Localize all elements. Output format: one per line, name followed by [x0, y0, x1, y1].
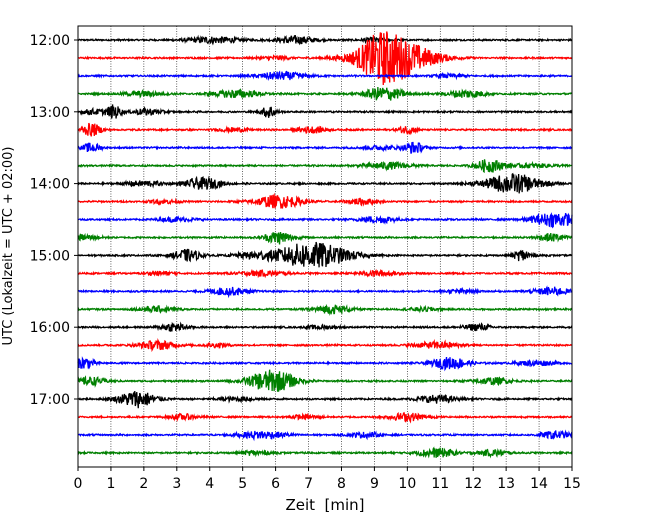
- y-axis-label: UTC (Lokalzeit = UTC + 02:00): [1, 147, 16, 346]
- seismic-trace-1215: [77, 31, 573, 85]
- seismic-trace-1330: [77, 141, 573, 154]
- x-tick-label: 3: [172, 476, 181, 492]
- y-tick-label: 12:00: [30, 33, 70, 49]
- x-tick-label: 15: [563, 476, 581, 492]
- seismic-trace-1615: [77, 338, 573, 353]
- x-tick-label: 6: [271, 476, 280, 492]
- seismic-trace-1500: [77, 241, 573, 268]
- x-tick-label: 9: [370, 476, 379, 492]
- x-axis: 0 1 2 3 4 5 6 7 8 9 10 11 12 13 14 15: [74, 467, 581, 492]
- x-tick-label: 1: [106, 476, 115, 492]
- seismic-trace-1630: [77, 356, 573, 372]
- plot-frame: [77, 25, 573, 468]
- y-tick-label: 17:00: [30, 392, 70, 408]
- x-tick-label: 4: [205, 476, 214, 492]
- seismic-trace-1715: [77, 411, 573, 424]
- seismic-trace-1700: [77, 391, 573, 409]
- x-tick-label: 5: [238, 476, 247, 492]
- x-tick-label: 14: [530, 476, 548, 492]
- seismic-trace-1600: [77, 321, 573, 332]
- seismic-trace-1245: [77, 87, 573, 101]
- seismic-trace-1315: [77, 122, 573, 137]
- y-tick-label: 15:00: [30, 248, 70, 264]
- grid-lines: [110, 26, 540, 467]
- seismic-trace-1445: [77, 231, 573, 245]
- x-tick-label: 0: [74, 476, 83, 492]
- y-tick-label: 16:00: [30, 320, 70, 336]
- seismic-trace-1430: [77, 212, 573, 229]
- x-axis-label: Zeit [min]: [285, 496, 364, 514]
- x-tick-label: 12: [464, 476, 482, 492]
- seismic-trace-1530: [77, 285, 573, 299]
- x-tick-label: 2: [139, 476, 148, 492]
- y-tick-label: 14:00: [30, 177, 70, 193]
- seismic-trace-1400: [77, 172, 573, 194]
- seismic-trace-1345: [77, 159, 573, 174]
- x-tick-label: 11: [431, 476, 449, 492]
- x-tick-label: 13: [497, 476, 515, 492]
- seismic-trace-1515: [77, 268, 573, 279]
- seismic-trace-1730: [77, 429, 573, 442]
- seismic-trace-1745: [77, 446, 573, 459]
- seismic-trace-1300: [77, 104, 573, 119]
- seismic-trace-1645: [77, 369, 573, 392]
- seismic-trace-1200: [77, 34, 573, 46]
- x-tick-label: 8: [337, 476, 346, 492]
- y-tick-label: 13:00: [30, 105, 70, 121]
- x-tick-label: 7: [304, 476, 313, 492]
- seismic-trace-1415: [77, 192, 573, 210]
- y-axis: 12:00 13:00 14:00 15:00 16:00 17:00: [30, 33, 78, 408]
- x-tick-label: 10: [398, 476, 416, 492]
- seismic-trace-1545: [77, 303, 573, 316]
- trace-lines: [77, 31, 573, 459]
- seismic-trace-1230: [77, 70, 573, 82]
